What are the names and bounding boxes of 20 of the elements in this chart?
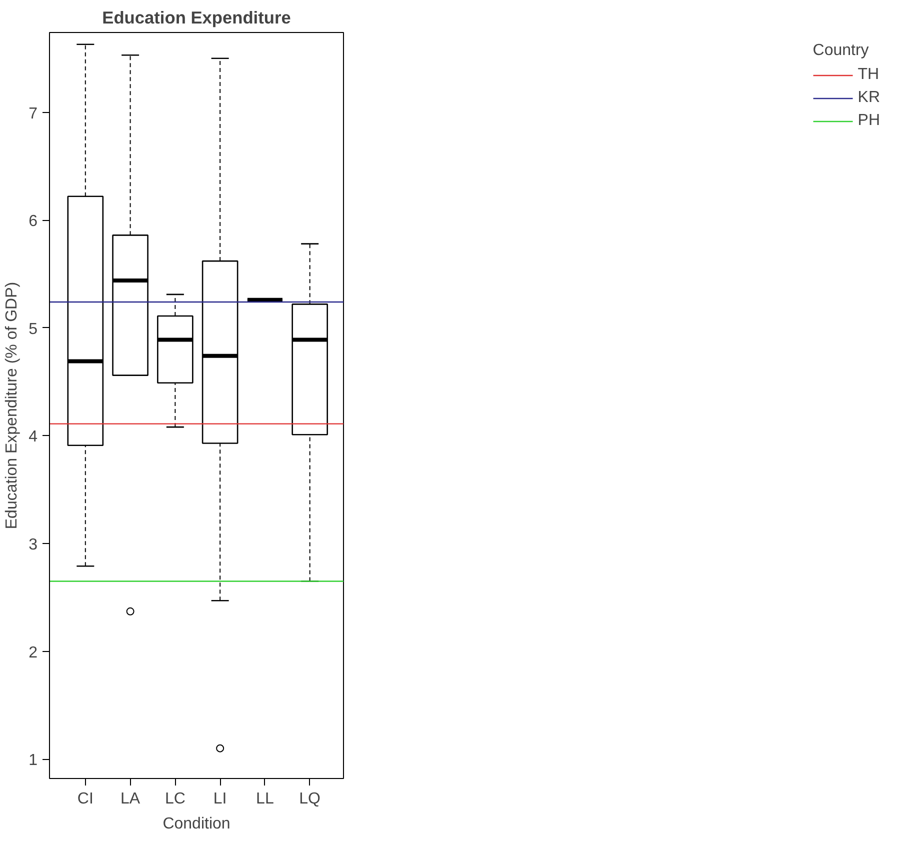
- x-tick-label: LL: [256, 790, 274, 808]
- y-tick-label: 5: [28, 320, 38, 338]
- y-tick-label: 2: [28, 644, 38, 662]
- legend-label: TH: [858, 66, 880, 84]
- x-tick-label: LQ: [299, 790, 321, 808]
- legend-label: KR: [858, 89, 880, 107]
- y-tick-label: 3: [28, 536, 38, 554]
- x-tick-label: LA: [120, 790, 140, 808]
- y-axis-title: Education Expenditure (% of GDP): [4, 282, 21, 530]
- x-tick-label: CI: [77, 790, 94, 808]
- y-tick-label: 6: [28, 213, 38, 230]
- y-tick-label: 7: [28, 105, 38, 122]
- y-tick-label: 4: [28, 428, 38, 446]
- legend-title: Country: [812, 42, 870, 60]
- x-tick-label: LC: [164, 790, 186, 808]
- chart-title: Education Expenditure: [102, 8, 292, 28]
- legend-label: PH: [858, 112, 880, 130]
- x-axis-title: Condition: [162, 816, 230, 832]
- y-tick-label: 1: [28, 752, 38, 770]
- x-tick-label: LI: [213, 790, 227, 808]
